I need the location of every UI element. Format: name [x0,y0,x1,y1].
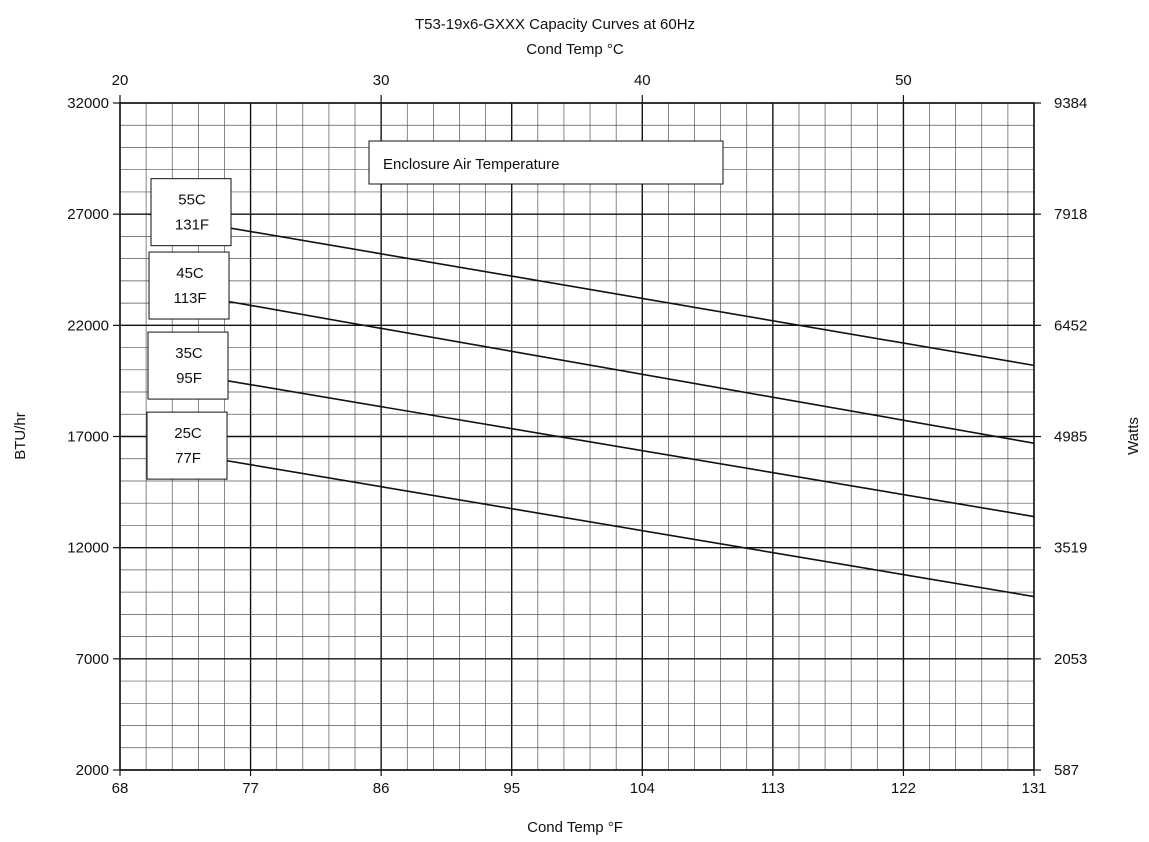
y2-tick-label: 4985 [1054,429,1087,446]
y-tick-label: 27000 [67,206,109,223]
x2-tick-label: 50 [895,72,912,89]
series-label-text: 45C [176,265,204,282]
y2-tick-label: 7918 [1054,206,1087,223]
y-tick-label: 32000 [67,95,109,112]
series-label-box [147,331,229,400]
x-tick-label: 77 [242,780,259,797]
y2-tick-label: 587 [1054,762,1079,779]
series-label-text: 35C [175,345,203,362]
x-tick-label: 122 [891,780,916,797]
series-label-text: 113F [173,290,206,307]
series-line-1 [148,213,1035,367]
series-label-text: 77F [175,450,201,467]
y2-tick-label: 9384 [1054,95,1087,112]
series-line-3 [148,366,1035,518]
y-tick-label: 17000 [67,429,109,446]
x-tick-label: 131 [1021,780,1046,797]
legend-box: Enclosure Air Temperature [368,140,724,185]
series-label-box [150,178,232,247]
y2-tick-label: 3519 [1054,540,1087,557]
y-tick-label: 2000 [76,762,109,779]
chart-title: T53-19x6-GXXX Capacity Curves at 60Hz [415,16,695,33]
x-axis-title: Cond Temp °F [527,819,623,836]
series-label-1: 55C 131F [150,178,232,247]
y-axis-title: BTU/hr [12,412,29,460]
series-line-2 [148,286,1035,444]
x-tick-label: 113 [761,780,785,797]
series-label-box [146,411,228,480]
series-label-text: 25C [174,425,202,442]
series-label-text: 131F [175,217,209,234]
series-label-box [148,251,230,320]
x2-tick-label: 40 [634,72,651,89]
legend-title: Enclosure Air Temperature [383,156,559,173]
y-tick-label: 22000 [67,317,109,334]
series-label-text: 55C [178,192,206,209]
y2-tick-label: 2053 [1054,651,1087,668]
series-line-4 [148,446,1035,598]
axes: 68 77 86 95 104 113 122 131 20 30 40 50 2000 7000 1200… [67,72,1087,797]
series-label-2: 45C 113F [148,251,230,320]
x-tick-label: 104 [630,780,655,797]
x-tick-label: 86 [373,780,390,797]
grid [119,102,1035,771]
y2-axis-title: Watts [1125,417,1142,455]
x2-tick-label: 20 [112,72,129,89]
legend-box-frame [368,140,724,185]
series-label-text: 95F [176,370,202,387]
y-tick-label: 7000 [76,651,109,668]
x2-tick-label: 30 [373,72,390,89]
y-tick-label: 12000 [67,540,109,557]
series-lines [148,213,1035,598]
x-tick-label: 95 [503,780,520,797]
y2-tick-label: 6452 [1054,317,1087,334]
x2-axis-title: Cond Temp °C [526,41,624,58]
x-tick-label: 68 [112,780,129,797]
